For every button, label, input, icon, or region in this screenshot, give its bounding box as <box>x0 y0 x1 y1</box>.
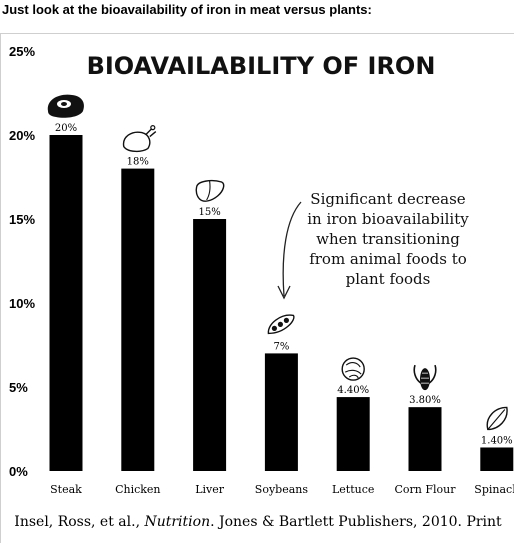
category-label: Lettuce <box>332 483 374 496</box>
y-tick-label: 20% <box>9 128 35 143</box>
bar-steak <box>49 135 83 471</box>
chart-frame: BIOAVAILABILITY OF IRON 0% 5% 10% 15% 20% 25%… <box>0 33 514 543</box>
bar-chicken <box>121 168 155 471</box>
bar-spinach <box>480 447 514 471</box>
x-axis: Steak Chicken Liver Soybeans Lettuce Corn Flo… <box>50 483 514 496</box>
annotation-arrowhead <box>277 285 291 300</box>
annotation-line: in iron bioavailability <box>307 210 469 228</box>
food-icons <box>47 94 508 431</box>
soybean-icon <box>267 314 295 335</box>
bars <box>49 135 514 471</box>
data-label: 4.40% <box>337 385 369 396</box>
chicken-icon <box>122 124 157 153</box>
spinach-leaf-icon <box>486 406 508 431</box>
bar-lettuce <box>336 397 370 471</box>
annotation-arrow <box>282 201 302 297</box>
source-before: Insel, Ross, et al., <box>14 514 144 530</box>
data-label: 3.80% <box>409 395 441 406</box>
source-after: . Jones & Bartlett Publishers, 2010. Pri… <box>210 514 502 530</box>
bar-liver <box>193 219 227 471</box>
data-labels: 20% 18% 15% 7% 4.40% 3.80% 1.40% <box>55 123 513 446</box>
category-label: Steak <box>50 483 82 496</box>
annotation-line: when transitioning <box>316 230 460 248</box>
source-citation: Insel, Ross, et al., Nutrition. Jones & … <box>14 514 502 530</box>
lettuce-icon <box>341 357 365 381</box>
annotation: Significant decrease in iron bioavailabil… <box>307 190 469 288</box>
steak-icon <box>47 94 84 118</box>
category-label: Chicken <box>115 483 160 496</box>
data-label: 7% <box>273 341 289 352</box>
bar-corn-flour <box>408 407 442 471</box>
y-tick-label: 15% <box>9 212 35 227</box>
y-axis: 0% 5% 10% 15% 20% 25% <box>9 44 35 479</box>
category-label: Soybeans <box>255 483 309 496</box>
liver-icon <box>195 179 225 202</box>
annotation-line: plant foods <box>346 270 431 288</box>
data-label: 20% <box>55 123 77 134</box>
y-tick-label: 10% <box>9 296 35 311</box>
category-label: Spinach <box>474 483 514 496</box>
data-label: 18% <box>127 157 149 168</box>
annotation-line: from animal foods to <box>309 250 467 268</box>
y-tick-label: 0% <box>9 464 28 479</box>
category-label: Corn Flour <box>395 483 457 496</box>
bar-soybeans <box>264 353 298 471</box>
annotation-line: Significant decrease <box>310 190 466 208</box>
category-label: Liver <box>195 483 225 496</box>
bar-chart: BIOAVAILABILITY OF IRON 0% 5% 10% 15% 20% 25%… <box>9 44 514 530</box>
chart-title: BIOAVAILABILITY OF IRON <box>87 52 436 80</box>
page-heading: Just look at the bioavailability of iron… <box>2 2 372 17</box>
y-tick-label: 5% <box>9 380 28 395</box>
data-label: 15% <box>198 207 220 218</box>
corn-icon <box>413 364 437 391</box>
data-label: 1.40% <box>481 435 513 446</box>
source-title: Nutrition <box>143 514 210 530</box>
y-tick-label: 25% <box>9 44 35 59</box>
